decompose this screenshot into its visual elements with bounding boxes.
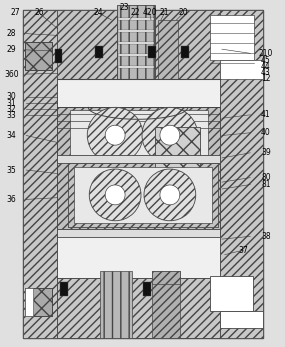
Text: 24: 24: [94, 8, 103, 17]
Bar: [70, 110, 208, 159]
Text: 40: 40: [261, 128, 271, 137]
Text: 12: 12: [261, 74, 271, 83]
Bar: [57, 279, 220, 338]
Bar: [25, 288, 32, 316]
Text: 43: 43: [261, 68, 271, 77]
Bar: [152, 271, 180, 338]
Bar: [148, 45, 156, 58]
Bar: [118, 53, 154, 56]
Text: 80: 80: [261, 173, 271, 182]
Circle shape: [142, 107, 198, 163]
Text: 22: 22: [131, 8, 140, 17]
Circle shape: [144, 169, 196, 221]
Text: 39: 39: [261, 148, 271, 157]
Text: 33: 33: [7, 111, 16, 120]
Bar: [57, 161, 220, 229]
Text: 420: 420: [142, 8, 157, 17]
Bar: [152, 271, 180, 285]
Text: 45: 45: [261, 56, 271, 65]
Text: 29: 29: [7, 45, 16, 54]
Text: 21: 21: [160, 8, 169, 17]
Bar: [57, 75, 220, 79]
Bar: [143, 282, 151, 296]
Text: 34: 34: [7, 131, 16, 140]
Bar: [118, 42, 154, 44]
Bar: [25, 288, 52, 316]
Text: 32: 32: [7, 105, 16, 114]
Bar: [118, 18, 154, 20]
Text: 27: 27: [10, 8, 20, 17]
Circle shape: [89, 169, 141, 221]
Bar: [118, 30, 154, 32]
Text: 81: 81: [261, 180, 271, 189]
Bar: [57, 10, 220, 79]
Text: 38: 38: [261, 232, 271, 241]
Circle shape: [105, 185, 125, 205]
Text: 26: 26: [34, 8, 44, 17]
Bar: [57, 107, 220, 162]
Bar: [181, 45, 189, 58]
Bar: [25, 42, 52, 69]
Circle shape: [105, 125, 125, 145]
Bar: [57, 79, 220, 279]
Text: 41: 41: [261, 110, 271, 119]
Bar: [23, 10, 263, 338]
Text: 37: 37: [238, 246, 248, 255]
Bar: [57, 229, 220, 237]
Bar: [158, 20, 178, 79]
Circle shape: [160, 185, 180, 205]
Bar: [57, 10, 117, 79]
Text: 28: 28: [7, 29, 16, 38]
Bar: [68, 163, 218, 227]
Bar: [57, 155, 220, 163]
Circle shape: [160, 125, 180, 145]
Text: 30: 30: [7, 92, 16, 101]
Text: 210: 210: [259, 49, 273, 58]
Bar: [95, 45, 103, 58]
Text: 44: 44: [261, 62, 271, 71]
Bar: [210, 277, 253, 311]
Bar: [155, 10, 220, 79]
Bar: [220, 311, 263, 328]
Bar: [55, 49, 62, 62]
Text: 31: 31: [7, 99, 16, 108]
Bar: [118, 66, 154, 68]
Bar: [210, 15, 255, 60]
Bar: [220, 60, 263, 79]
Bar: [117, 5, 155, 79]
Circle shape: [87, 107, 143, 163]
Text: 20: 20: [179, 8, 188, 17]
Bar: [74, 167, 212, 223]
Bar: [23, 10, 57, 338]
Bar: [155, 127, 200, 172]
Bar: [68, 163, 218, 227]
Text: 360: 360: [4, 69, 19, 78]
Bar: [25, 288, 52, 316]
Text: 36: 36: [7, 195, 16, 204]
Text: 23: 23: [119, 2, 129, 11]
Bar: [220, 10, 263, 338]
Bar: [100, 271, 132, 338]
Bar: [25, 42, 52, 69]
Text: 35: 35: [7, 166, 16, 175]
Bar: [60, 282, 68, 296]
